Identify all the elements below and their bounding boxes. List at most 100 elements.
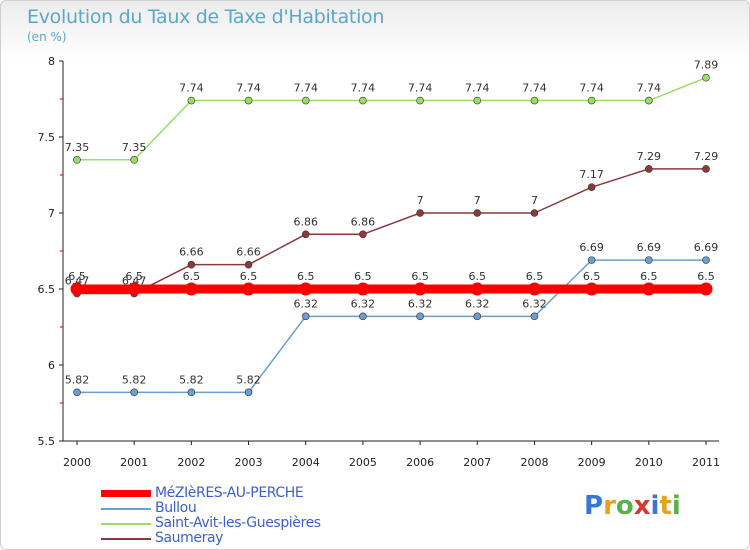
logo-letter: i xyxy=(650,491,660,521)
data-point-3 xyxy=(645,165,653,173)
data-point-0 xyxy=(699,282,713,296)
data-label-1: 5.82 xyxy=(122,373,147,386)
data-point-0 xyxy=(242,282,256,296)
data-point-3 xyxy=(587,183,596,191)
data-label-1: 6.32 xyxy=(293,297,318,310)
data-point-2 xyxy=(416,96,424,105)
data-label-2: 7.74 xyxy=(465,82,490,95)
data-label-0: 6.5 xyxy=(297,270,315,283)
data-label-2: 7.74 xyxy=(179,82,204,95)
data-point-2 xyxy=(359,96,367,105)
data-point-3 xyxy=(359,230,367,239)
data-point-1 xyxy=(187,388,196,397)
data-label-0: 6.5 xyxy=(411,270,429,283)
data-point-2 xyxy=(702,73,710,82)
data-label-0: 6.5 xyxy=(469,270,487,283)
legend-swatch-mezieres xyxy=(101,490,151,497)
legend-item-saumeray[interactable]: Saumeray xyxy=(101,531,321,546)
data-label-2: 7.74 xyxy=(579,82,604,95)
data-label-1: 5.82 xyxy=(65,373,90,386)
x-tick-label: 2010 xyxy=(635,456,663,469)
data-point-3 xyxy=(530,209,539,217)
proxiti-logo: Proxiti xyxy=(584,491,681,521)
x-tick-label: 2009 xyxy=(578,456,606,469)
legend-item-mezieres[interactable]: MéZIèRES-AU-PERCHE xyxy=(101,486,321,501)
data-point-1 xyxy=(130,388,138,397)
data-point-2 xyxy=(187,96,196,105)
legend-label-saumeray: Saumeray xyxy=(155,530,224,546)
data-label-1: 5.82 xyxy=(236,373,261,386)
legend-label-bullou: Bullou xyxy=(155,500,197,516)
y-tick-label: 8 xyxy=(48,55,55,68)
data-point-1 xyxy=(244,388,253,397)
x-tick-label: 2002 xyxy=(177,456,205,469)
chart-title: Evolution du Taux de Taxe d'Habitation xyxy=(27,6,385,28)
x-tick-label: 2011 xyxy=(692,456,720,469)
legend-item-saint-avit[interactable]: Saint-Avit-les-Guespières xyxy=(101,516,321,531)
logo-letter: r xyxy=(603,491,616,521)
data-label-1: 6.32 xyxy=(465,297,490,310)
data-point-1 xyxy=(416,312,424,321)
legend-label-mezieres: MéZIèRES-AU-PERCHE xyxy=(155,485,304,501)
data-point-2 xyxy=(530,96,539,105)
data-point-0 xyxy=(356,282,370,296)
data-point-2 xyxy=(244,96,253,105)
x-tick-label: 2006 xyxy=(406,456,434,469)
data-label-1: 6.32 xyxy=(522,297,547,310)
data-point-0 xyxy=(413,282,427,296)
chart-subtitle: (en %) xyxy=(27,30,67,44)
data-point-2 xyxy=(587,96,596,105)
data-label-2: 7.74 xyxy=(637,82,662,95)
x-tick-label: 2003 xyxy=(235,456,263,469)
legend: MéZIèRES-AU-PERCHE Bullou Saint-Avit-les… xyxy=(101,486,321,546)
data-point-3 xyxy=(702,165,710,173)
legend-swatch-saumeray xyxy=(101,537,151,540)
logo-letter: t xyxy=(659,491,672,521)
data-point-2 xyxy=(301,96,310,105)
data-label-3: 6.47 xyxy=(122,275,147,288)
data-label-2: 7.74 xyxy=(522,82,547,95)
data-label-1: 6.69 xyxy=(579,241,604,254)
legend-item-bullou[interactable]: Bullou xyxy=(101,501,321,516)
data-label-1: 6.69 xyxy=(637,241,662,254)
series-line-3 xyxy=(77,168,706,295)
data-label-2: 7.74 xyxy=(351,82,376,95)
data-label-0: 6.5 xyxy=(526,270,544,283)
y-tick-label: 5.5 xyxy=(38,435,56,448)
data-label-0: 6.5 xyxy=(240,270,258,283)
data-label-0: 6.5 xyxy=(640,270,658,283)
legend-swatch-saint-avit xyxy=(101,522,151,525)
legend-label-saint-avit: Saint-Avit-les-Guespières xyxy=(155,515,321,531)
data-label-2: 7.74 xyxy=(293,82,318,95)
data-label-3: 7.29 xyxy=(637,150,662,163)
data-label-3: 7.29 xyxy=(694,150,719,163)
data-point-0 xyxy=(585,282,599,296)
data-label-0: 6.5 xyxy=(354,270,372,283)
data-label-1: 5.82 xyxy=(179,373,204,386)
data-point-0 xyxy=(642,282,656,296)
data-label-0: 6.5 xyxy=(183,270,201,283)
data-label-3: 6.66 xyxy=(179,246,204,259)
data-label-3: 6.86 xyxy=(351,215,376,228)
data-label-2: 7.35 xyxy=(65,141,90,154)
data-point-1 xyxy=(473,312,482,321)
legend-swatch-bullou xyxy=(101,507,151,510)
logo-letter: P xyxy=(584,491,604,521)
data-point-1 xyxy=(530,312,539,321)
data-point-0 xyxy=(299,282,313,296)
data-point-2 xyxy=(473,96,482,105)
data-label-3: 6.47 xyxy=(65,275,90,288)
series-line-1 xyxy=(77,259,706,394)
data-point-2 xyxy=(130,156,138,164)
data-label-1: 6.32 xyxy=(408,297,433,310)
data-point-1 xyxy=(587,256,596,264)
data-label-0: 6.5 xyxy=(68,270,86,283)
data-label-1: 6.69 xyxy=(694,241,719,254)
data-label-0: 6.5 xyxy=(125,270,143,283)
data-label-3: 7 xyxy=(417,194,424,207)
data-point-0 xyxy=(527,282,541,296)
data-label-3: 6.66 xyxy=(236,246,261,259)
x-tick-label: 2008 xyxy=(520,456,548,469)
data-point-3 xyxy=(301,230,310,239)
